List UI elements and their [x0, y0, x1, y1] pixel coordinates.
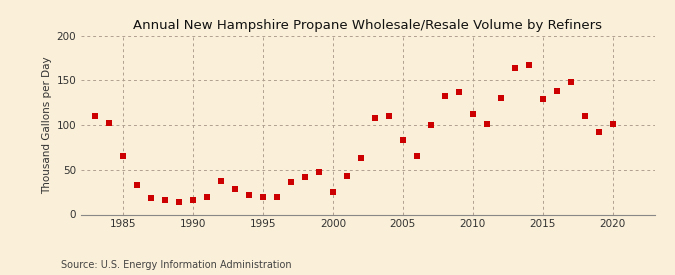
Title: Annual New Hampshire Propane Wholesale/Resale Volume by Refiners: Annual New Hampshire Propane Wholesale/R…: [134, 19, 602, 32]
Point: [146, 196, 157, 201]
Point: [537, 97, 548, 101]
Point: [215, 178, 226, 183]
Point: [356, 156, 367, 160]
Point: [327, 190, 338, 194]
Point: [230, 187, 240, 192]
Point: [383, 114, 394, 118]
Point: [566, 80, 576, 84]
Point: [342, 174, 352, 178]
Point: [398, 138, 408, 142]
Point: [412, 154, 423, 159]
Point: [173, 200, 184, 204]
Point: [90, 114, 101, 118]
Point: [467, 111, 478, 116]
Point: [103, 121, 114, 125]
Y-axis label: Thousand Gallons per Day: Thousand Gallons per Day: [43, 56, 52, 194]
Point: [608, 122, 618, 127]
Point: [551, 89, 562, 94]
Point: [425, 123, 436, 127]
Point: [244, 192, 254, 197]
Point: [300, 175, 310, 179]
Point: [454, 90, 464, 94]
Point: [510, 66, 520, 70]
Point: [117, 153, 128, 158]
Point: [313, 170, 324, 175]
Text: Source: U.S. Energy Information Administration: Source: U.S. Energy Information Administ…: [61, 260, 292, 270]
Point: [523, 63, 534, 67]
Point: [286, 180, 296, 185]
Point: [258, 194, 269, 199]
Point: [202, 194, 213, 199]
Point: [495, 96, 506, 101]
Point: [159, 198, 170, 202]
Point: [369, 116, 380, 120]
Point: [579, 114, 590, 118]
Point: [439, 94, 450, 98]
Point: [132, 183, 142, 187]
Point: [271, 194, 282, 199]
Point: [481, 122, 492, 127]
Point: [593, 130, 604, 134]
Point: [188, 198, 198, 202]
